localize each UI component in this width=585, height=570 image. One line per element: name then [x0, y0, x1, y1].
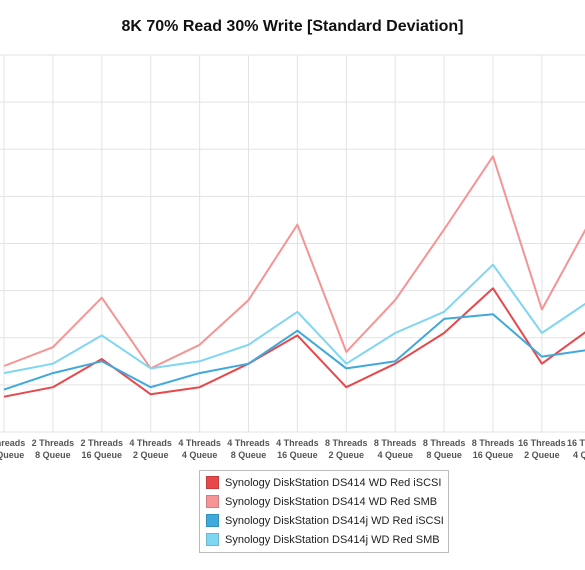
legend-item: Synology DiskStation DS414j WD Red iSCSI — [200, 511, 448, 530]
legend: Synology DiskStation DS414 WD Red iSCSI S… — [199, 470, 449, 553]
series-line-2 — [3, 155, 585, 370]
legend-swatch — [206, 533, 219, 546]
x-tick-label: 8 Threads 2 Queue — [325, 438, 368, 460]
x-tick-label: 2 Threads 8 Queue — [32, 438, 75, 460]
legend-label: Synology DiskStation DS414j WD Red SMB — [225, 533, 440, 546]
legend-label: Synology DiskStation DS414j WD Red iSCSI — [225, 514, 444, 527]
series-line-3 — [3, 313, 585, 391]
x-tick-label: 4 Threads 2 Queue — [129, 438, 172, 460]
legend-swatch — [206, 476, 219, 489]
series-line-4 — [3, 263, 585, 375]
legend-swatch — [206, 514, 219, 527]
x-tick-label: 4 Threads 8 Queue — [227, 438, 270, 460]
x-tick-label: 8 Threads 8 Queue — [423, 438, 466, 460]
chart-title: 8K 70% Read 30% Write [Standard Deviatio… — [121, 18, 464, 35]
x-tick-label: 4 Threads 16 Queue — [276, 438, 319, 460]
x-tick-label: 16 Threads 2 Queue — [518, 438, 566, 460]
series-lines — [3, 155, 585, 398]
legend-label: Synology DiskStation DS414 WD Red iSCSI — [225, 476, 442, 489]
legend-swatch — [206, 495, 219, 508]
x-tick-label: 8 Threads 4 Queue — [374, 438, 417, 460]
grid-lines — [0, 54, 585, 433]
series-line-1 — [3, 287, 585, 398]
x-tick-label: 4 Threads 4 Queue — [178, 438, 221, 460]
x-tick-label: 8 Threads 16 Queue — [472, 438, 515, 460]
legend-item: Synology DiskStation DS414j WD Red SMB — [200, 530, 448, 549]
x-tick-label: 2 Threads 16 Queue — [81, 438, 124, 460]
legend-item: Synology DiskStation DS414 WD Red iSCSI — [200, 473, 448, 492]
legend-label: Synology DiskStation DS414 WD Red SMB — [225, 495, 438, 508]
legend-item: Synology DiskStation DS414 WD Red SMB — [200, 492, 448, 511]
